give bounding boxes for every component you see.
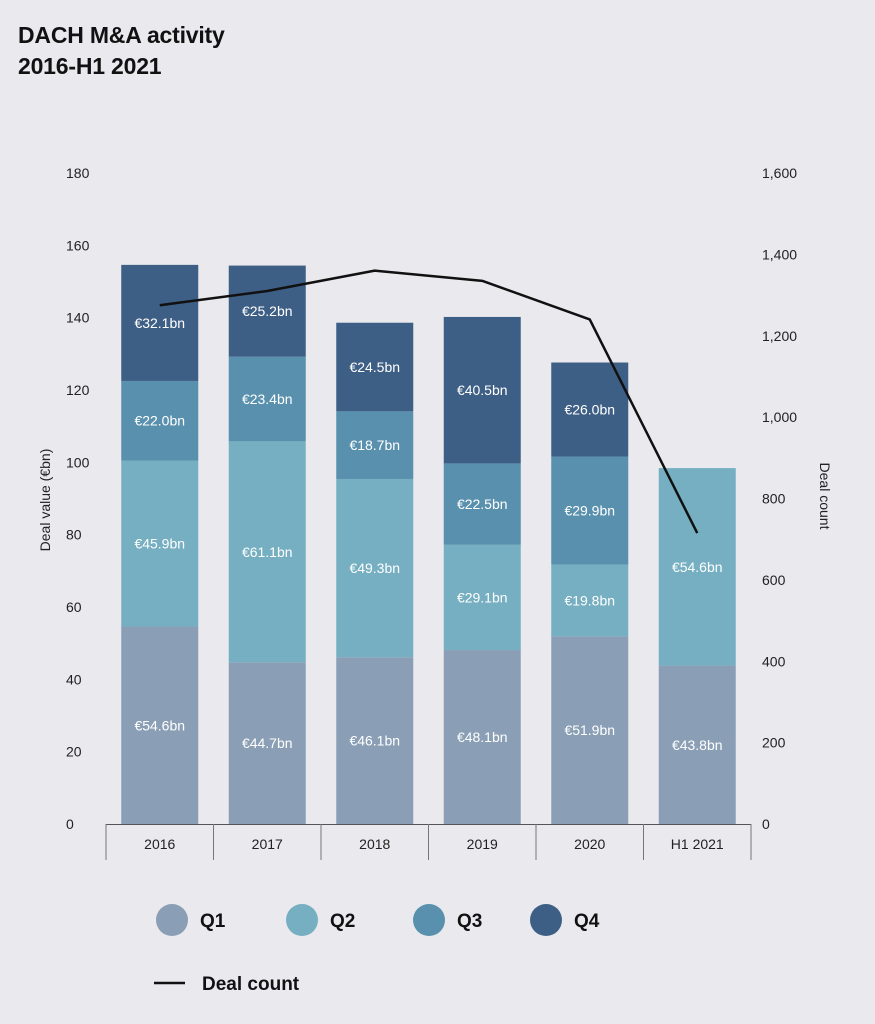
bar-value-label: €61.1bn — [242, 544, 293, 560]
y2-tick-label: 1,000 — [762, 409, 797, 425]
legend-label-q4: Q4 — [574, 911, 600, 932]
bar-value-label: €26.0bn — [564, 402, 615, 418]
bar-segment — [336, 657, 414, 824]
bar-segment — [228, 662, 306, 824]
y2-tick-label: 800 — [762, 491, 786, 507]
bar-value-label: €43.8bn — [672, 737, 723, 753]
y2-tick-label: 400 — [762, 653, 786, 669]
y-tick-label: 60 — [66, 599, 82, 615]
y2-tick-label: 0 — [762, 816, 770, 832]
bar-segment — [121, 460, 199, 627]
bar-segment — [336, 411, 414, 479]
bar-segment — [121, 626, 199, 824]
bar-value-label: €48.1bn — [457, 729, 508, 745]
x-tick-label: 2016 — [144, 836, 175, 852]
y-axis-title: Deal value (€bn) — [37, 449, 53, 552]
bar-segment — [443, 316, 521, 464]
bar-value-label: €29.9bn — [564, 503, 615, 519]
y-tick-label: 180 — [66, 165, 90, 181]
y-tick-label: 140 — [66, 310, 90, 326]
bar-value-label: €45.9bn — [134, 536, 185, 552]
bar-value-label: €22.0bn — [134, 413, 185, 429]
bar-segment — [443, 650, 521, 824]
x-tick-label: H1 2021 — [671, 836, 724, 852]
y-tick-label: 20 — [66, 744, 82, 760]
bar-value-label: €49.3bn — [349, 560, 400, 576]
x-tick-label: 2019 — [467, 836, 498, 852]
deal-count-line — [159, 269, 699, 534]
y-tick-label: 40 — [66, 671, 82, 687]
y-tick-label: 80 — [66, 527, 82, 543]
x-tick-label: 2020 — [574, 836, 605, 852]
bar-segment — [228, 441, 306, 663]
bar-value-label: €46.1bn — [349, 733, 400, 749]
bar-segment — [551, 362, 629, 457]
bar-value-label: €51.9bn — [564, 722, 615, 738]
bar-value-label: €44.7bn — [242, 735, 293, 751]
chart-title-line-1: DACH M&A activity — [18, 22, 225, 48]
legend-label-deal-count: Deal count — [202, 974, 300, 995]
bar-value-label: €40.5bn — [457, 382, 508, 398]
bar-segment — [228, 356, 306, 442]
x-tick-label: 2018 — [359, 836, 390, 852]
bar-segment — [443, 463, 521, 545]
y-tick-label: 160 — [66, 237, 90, 253]
bar-segment — [551, 564, 629, 637]
y2-tick-label: 1,200 — [762, 328, 797, 344]
chart-title: DACH M&A activity 2016-H1 2021 — [18, 20, 225, 82]
y2-tick-label: 1,400 — [762, 246, 797, 262]
y2-tick-label: 200 — [762, 735, 786, 751]
bar-value-label: €23.4bn — [242, 391, 293, 407]
legend-label-q1: Q1 — [200, 911, 226, 932]
y-tick-label: 120 — [66, 382, 90, 398]
y2-tick-label: 600 — [762, 572, 786, 588]
bar-value-label: €19.8bn — [564, 592, 615, 608]
legend-swatch-q2 — [286, 904, 318, 936]
legend-label-q2: Q2 — [330, 911, 355, 932]
bar-value-label: €22.5bn — [457, 496, 508, 512]
y-tick-label: 0 — [66, 816, 74, 832]
x-tick-label: 2017 — [252, 836, 283, 852]
chart-title-line-2: 2016-H1 2021 — [18, 53, 162, 79]
legend-swatch-q3 — [413, 904, 445, 936]
bar-segment — [336, 478, 414, 658]
bar-value-label: €32.1bn — [134, 315, 185, 331]
bar-value-label: €54.6bn — [672, 559, 723, 575]
legend-swatch-q4 — [530, 904, 562, 936]
bar-segment — [336, 322, 414, 412]
bar-segment — [121, 264, 199, 381]
legend-label-q3: Q3 — [457, 911, 482, 932]
bar-value-label: €29.1bn — [457, 589, 508, 605]
bar-value-label: €54.6bn — [134, 717, 185, 733]
bar-value-label: €18.7bn — [349, 437, 400, 453]
bar-segment — [121, 380, 199, 461]
bar-segment — [551, 456, 629, 565]
bar-segment — [443, 544, 521, 651]
y-tick-label: 100 — [66, 454, 90, 470]
bar-segment — [658, 468, 736, 666]
bar-segment — [551, 636, 629, 824]
legend-swatch-q1 — [156, 904, 188, 936]
y2-axis-title: Deal count — [817, 463, 833, 530]
y2-tick-label: 1,600 — [762, 165, 797, 181]
bar-value-label: €25.2bn — [242, 303, 293, 319]
bar-segment — [228, 265, 306, 357]
bar-value-label: €24.5bn — [349, 359, 400, 375]
bar-segment — [658, 665, 736, 824]
